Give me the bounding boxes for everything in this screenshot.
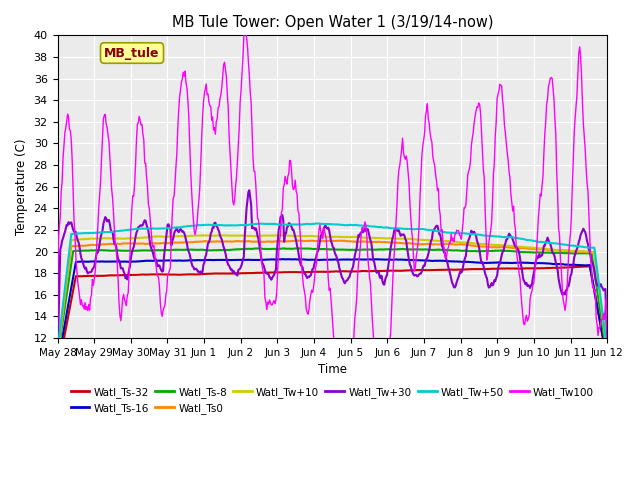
Title: MB Tule Tower: Open Water 1 (3/19/14-now): MB Tule Tower: Open Water 1 (3/19/14-now… <box>172 15 493 30</box>
X-axis label: Time: Time <box>318 363 347 376</box>
Legend: Watl_Ts-32, Watl_Ts-16, Watl_Ts-8, Watl_Ts0, Watl_Tw+10, Watl_Tw+30, Watl_Tw+50,: Watl_Ts-32, Watl_Ts-16, Watl_Ts-8, Watl_… <box>67 383 598 418</box>
Text: MB_tule: MB_tule <box>104 47 160 60</box>
Y-axis label: Temperature (C): Temperature (C) <box>15 138 28 235</box>
